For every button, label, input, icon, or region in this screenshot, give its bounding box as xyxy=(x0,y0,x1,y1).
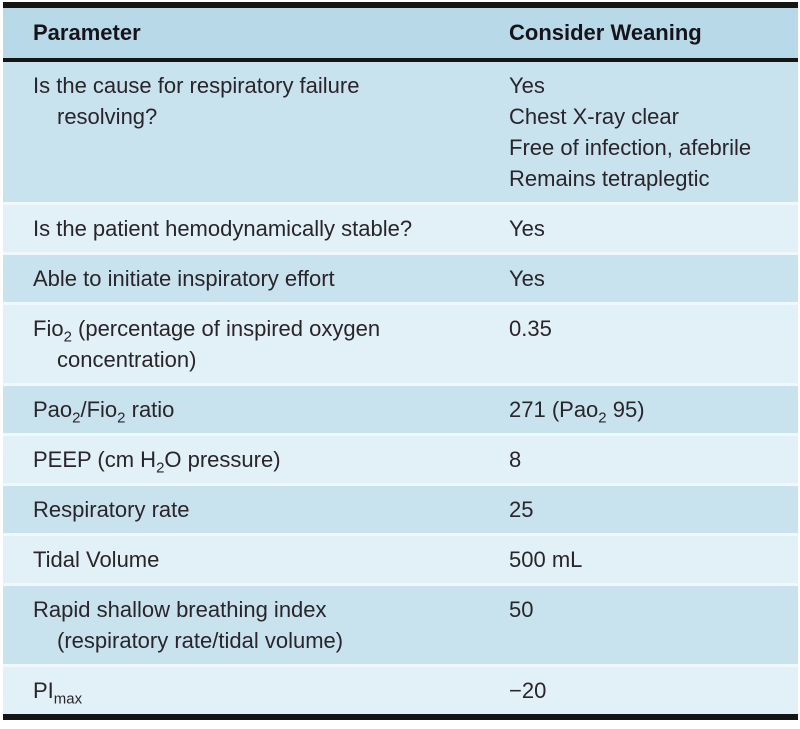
table-row: Pao2/Fio2 ratio 271 (Pao2 95) xyxy=(3,383,798,435)
parameter-line: Pao2/Fio2 ratio xyxy=(33,397,175,427)
value-cell: 25 xyxy=(506,483,798,535)
table-row: Fio2 (percentage of inspired oxygen conce… xyxy=(3,302,798,385)
value-line: 8 xyxy=(509,447,522,472)
parameter-cell: Is the patient hemodynamically stable? xyxy=(3,202,506,254)
value-line: Yes xyxy=(509,73,545,98)
parameter-cell: Tidal Volume xyxy=(3,533,506,585)
value-line: Yes xyxy=(509,266,545,291)
value-line: −20 xyxy=(509,678,547,703)
value-cell: 500 mL xyxy=(506,533,798,585)
parameter-cell: Rapid shallow breathing index (respirator… xyxy=(3,583,506,666)
value-cell: 271 (Pao2 95) xyxy=(506,383,798,435)
table-row: Able to initiate inspiratory effort Yes xyxy=(3,252,798,304)
table-row: PImax −20 xyxy=(3,664,798,717)
table-row: Tidal Volume 500 mL xyxy=(3,533,798,585)
value-line: 271 (Pao2 95) xyxy=(509,397,645,427)
value-line: Yes xyxy=(509,216,545,241)
parameter-cell: Respiratory rate xyxy=(3,483,506,535)
value-line: Remains tetraplegtic xyxy=(509,166,710,191)
parameter-cell: PEEP (cm H2O pressure) xyxy=(3,433,506,485)
parameter-line: Able to initiate inspiratory effort xyxy=(33,266,335,291)
parameter-line: concentration) xyxy=(57,347,197,372)
table-row: Rapid shallow breathing index (respirator… xyxy=(3,583,798,666)
parameter-cell: Fio2 (percentage of inspired oxygen conce… xyxy=(3,302,506,385)
value-line: Free of infection, afebrile xyxy=(509,135,752,160)
parameter-line: Respiratory rate xyxy=(33,497,190,522)
parameter-line: Is the patient hemodynamically stable? xyxy=(33,216,413,241)
value-cell: Yes xyxy=(506,252,798,304)
value-cell: 8 xyxy=(506,433,798,485)
parameter-line: Fio2 (percentage of inspired oxygen xyxy=(33,316,381,346)
table-row: Respiratory rate 25 xyxy=(3,483,798,535)
parameter-line: Is the cause for respiratory failure xyxy=(33,73,360,98)
header-consider-weaning: Consider Weaning xyxy=(506,5,798,62)
value-cell: 0.35 xyxy=(506,302,798,385)
parameter-cell: PImax xyxy=(3,664,506,717)
value-line: 50 xyxy=(509,597,534,622)
table-body: Is the cause for respiratory failure reso… xyxy=(3,60,798,717)
value-line: Chest X-ray clear xyxy=(509,104,679,129)
value-line: 25 xyxy=(509,497,534,522)
value-line: 500 mL xyxy=(509,547,583,572)
table-row: Is the patient hemodynamically stable? Y… xyxy=(3,202,798,254)
header-parameter: Parameter xyxy=(3,5,506,62)
parameter-line: resolving? xyxy=(57,104,158,129)
value-cell: −20 xyxy=(506,664,798,717)
table-header-row: Parameter Consider Weaning xyxy=(3,5,798,62)
value-cell: 50 xyxy=(506,583,798,666)
table-row: Is the cause for respiratory failure reso… xyxy=(3,60,798,204)
parameter-line: Rapid shallow breathing index xyxy=(33,597,327,622)
parameter-line: Tidal Volume xyxy=(33,547,160,572)
parameter-cell: Able to initiate inspiratory effort xyxy=(3,252,506,304)
table-row: PEEP (cm H2O pressure) 8 xyxy=(3,433,798,485)
parameter-line: PEEP (cm H2O pressure) xyxy=(33,447,281,477)
value-cell: Yes xyxy=(506,202,798,254)
parameter-line: (respiratory rate/tidal volume) xyxy=(57,628,344,653)
parameter-line: PImax xyxy=(33,678,83,708)
value-cell: Yes Chest X-ray clear Free of infection, a… xyxy=(506,60,798,204)
parameter-cell: Pao2/Fio2 ratio xyxy=(3,383,506,435)
parameter-cell: Is the cause for respiratory failure reso… xyxy=(3,60,506,204)
weaning-parameters-table: Parameter Consider Weaning Is the cause … xyxy=(3,2,798,720)
value-line: 0.35 xyxy=(509,316,552,341)
